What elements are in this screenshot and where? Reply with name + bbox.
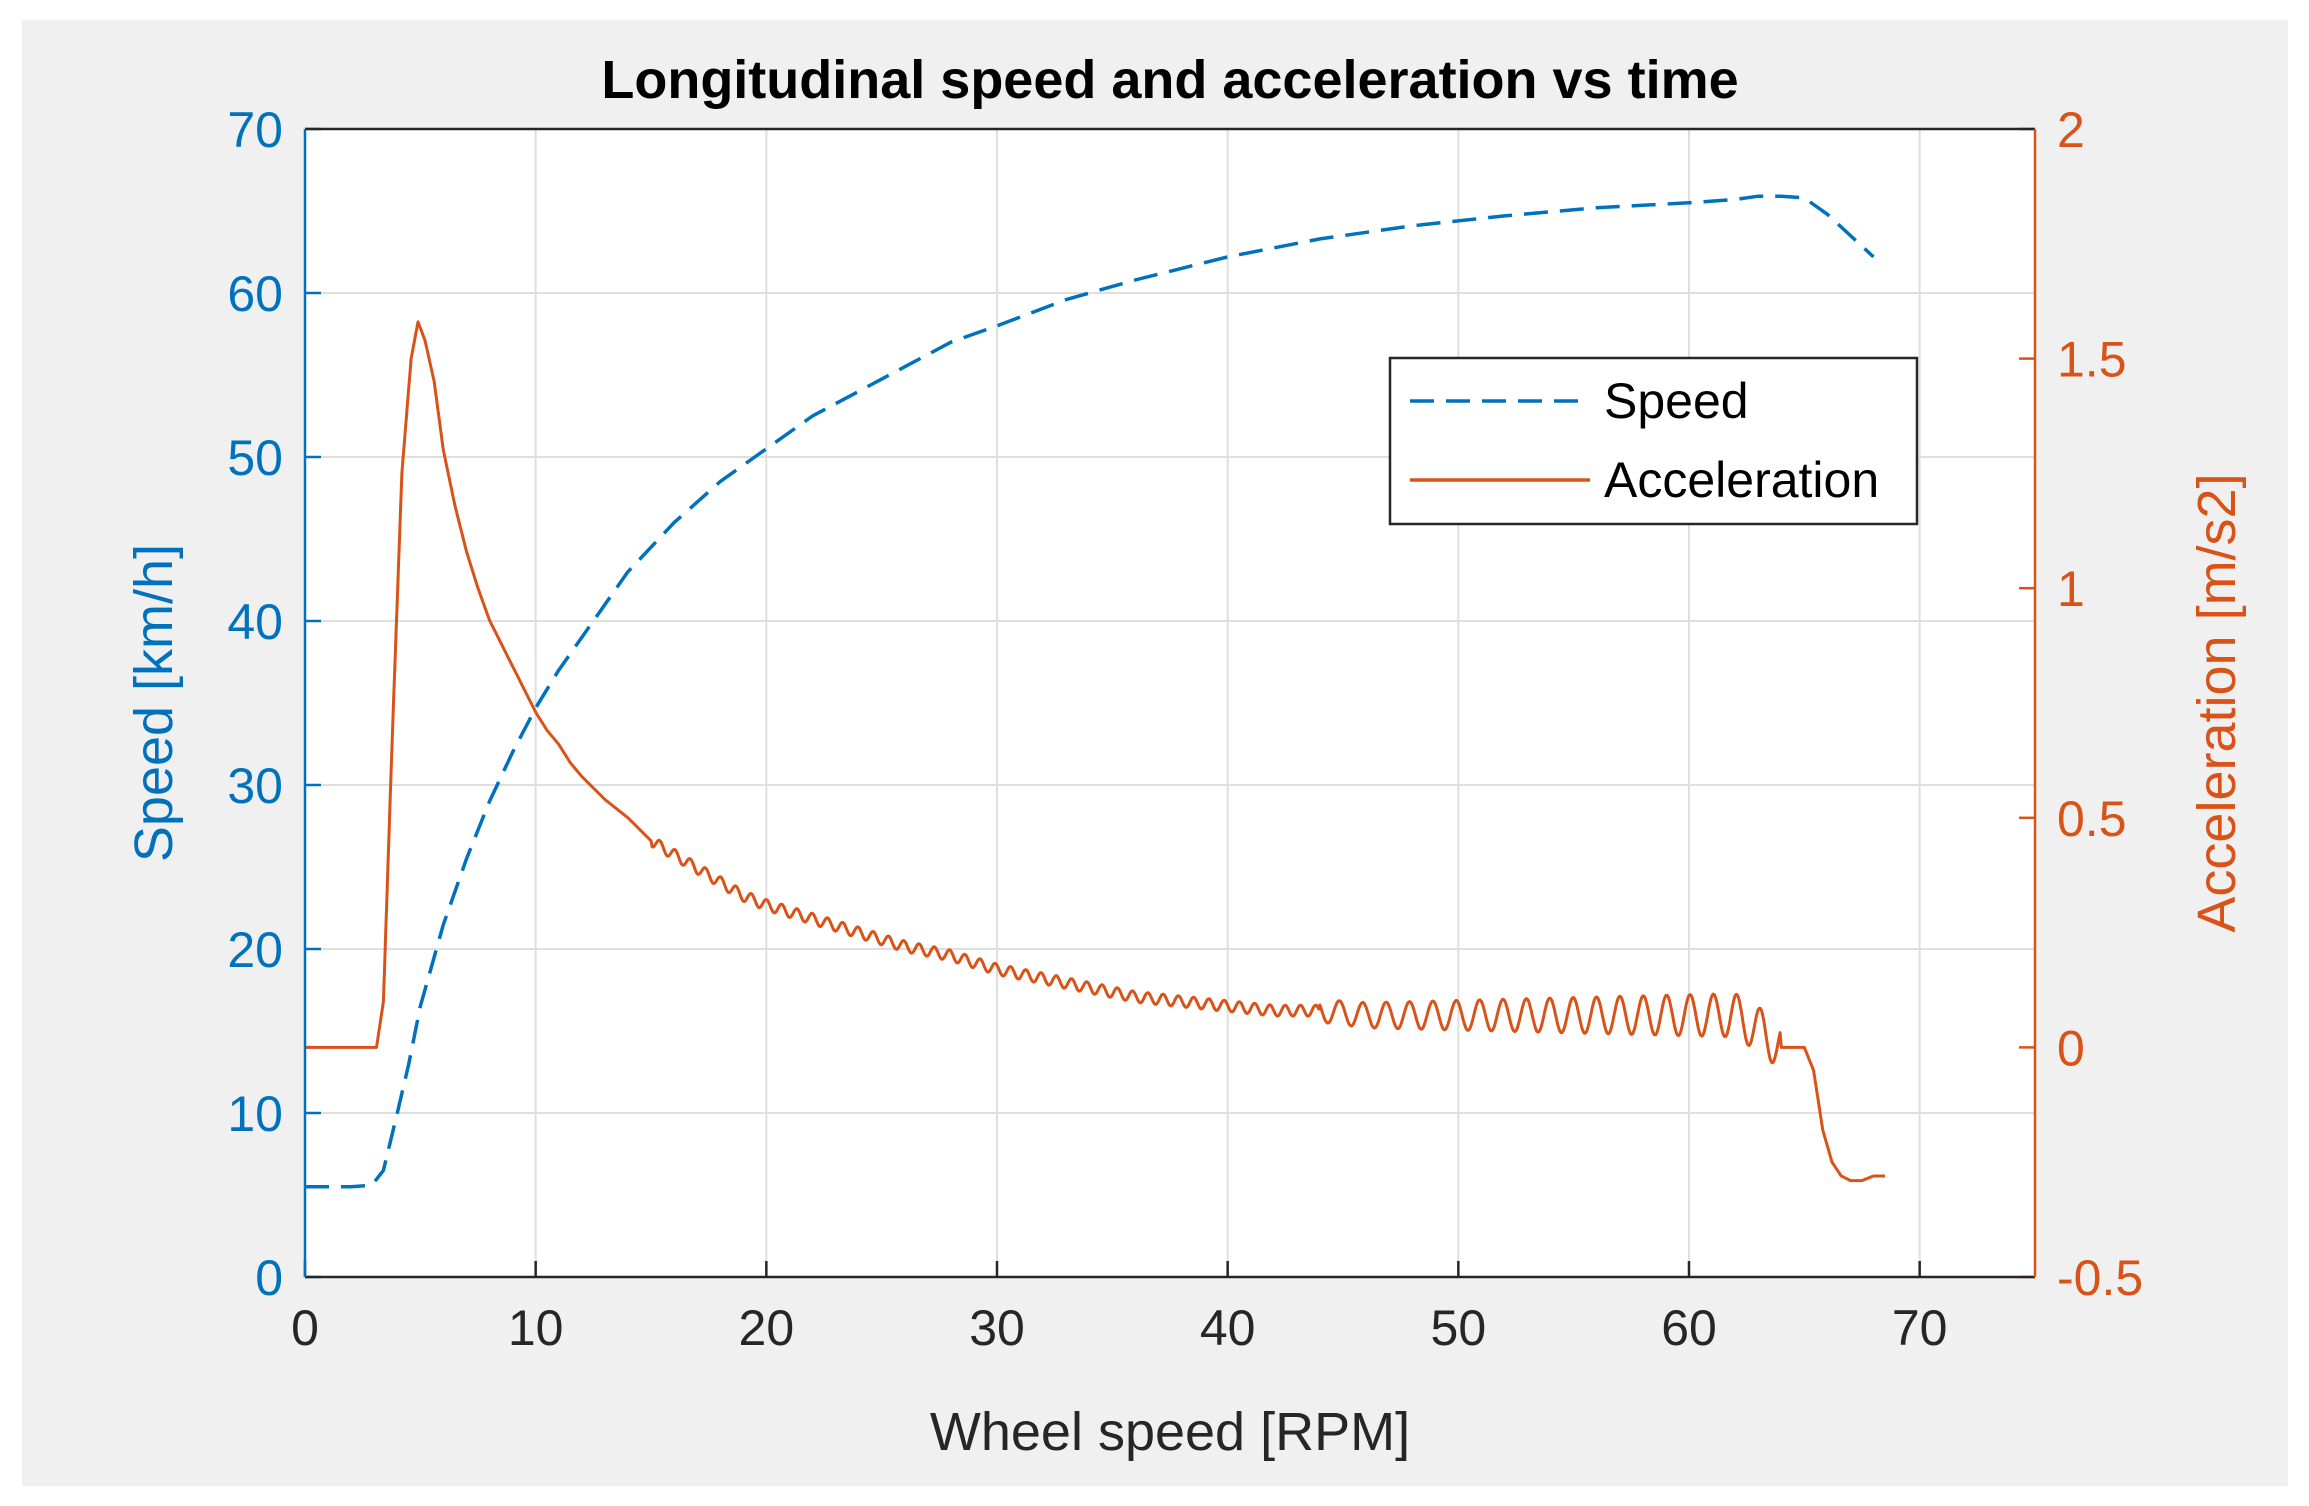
x-tick-label-3: 30	[969, 1300, 1025, 1356]
figure-background: 0 10 20 30 40 50 60 70 0 10 20 30 40 50 60 70 -0.5 0 0.5 1 1…	[22, 20, 2288, 1486]
y-left-tick-label-7: 70	[227, 102, 283, 158]
y-left-tick-label-1: 10	[227, 1086, 283, 1142]
x-axis-label: Wheel speed [RPM]	[930, 1402, 1410, 1462]
chart-title: Longitudinal speed and acceleration vs t…	[601, 50, 1738, 110]
x-tick-label-0: 0	[291, 1300, 319, 1356]
y-left-tick-label-2: 20	[227, 922, 283, 978]
legend-acceleration-label: Acceleration	[1604, 452, 1879, 508]
acceleration-series-line	[304, 320, 1886, 1183]
x-tick-label-1: 10	[508, 1300, 564, 1356]
x-tick-label-7: 70	[1892, 1300, 1948, 1356]
legend-box	[1388, 356, 1919, 526]
speed-series-line	[305, 194, 1875, 1189]
y-left-tick-label-5: 50	[227, 430, 283, 486]
y-right-tick-label-4: 1.5	[2057, 332, 2127, 388]
y-right-tick-label-0: -0.5	[2057, 1250, 2143, 1306]
y-right-tick-label-1: 0	[2057, 1020, 2085, 1076]
y-right-tick-label-2: 0.5	[2057, 791, 2127, 847]
axes: 0 10 20 30 40 50 60 70 0 10 20 30 40 50 60 70 -0.5 0 0.5 1 1…	[227, 102, 2143, 1356]
x-tick-label-4: 40	[1200, 1300, 1256, 1356]
legend: Speed Acceleration	[1388, 356, 1919, 526]
series-layer	[304, 194, 1886, 1189]
y-axis-left-label: Speed [km/h]	[124, 544, 184, 862]
y-left-tick-label-6: 60	[227, 266, 283, 322]
y-left-tick-label-4: 40	[227, 594, 283, 650]
chart: 0 10 20 30 40 50 60 70 0 10 20 30 40 50 60 70 -0.5 0 0.5 1 1…	[124, 50, 2247, 1462]
y-axis-right-label: Acceleration [m/s2]	[2187, 473, 2247, 932]
grid	[305, 129, 2035, 1277]
plot-area	[305, 129, 2035, 1277]
legend-speed-label: Speed	[1604, 373, 1749, 429]
x-tick-label-2: 20	[739, 1300, 795, 1356]
y-right-tick-label-3: 1	[2057, 561, 2085, 617]
y-left-tick-label-3: 30	[227, 758, 283, 814]
x-tick-label-6: 60	[1661, 1300, 1717, 1356]
y-right-tick-label-5: 2	[2057, 102, 2085, 158]
y-left-tick-label-0: 0	[255, 1250, 283, 1306]
x-tick-label-5: 50	[1431, 1300, 1487, 1356]
